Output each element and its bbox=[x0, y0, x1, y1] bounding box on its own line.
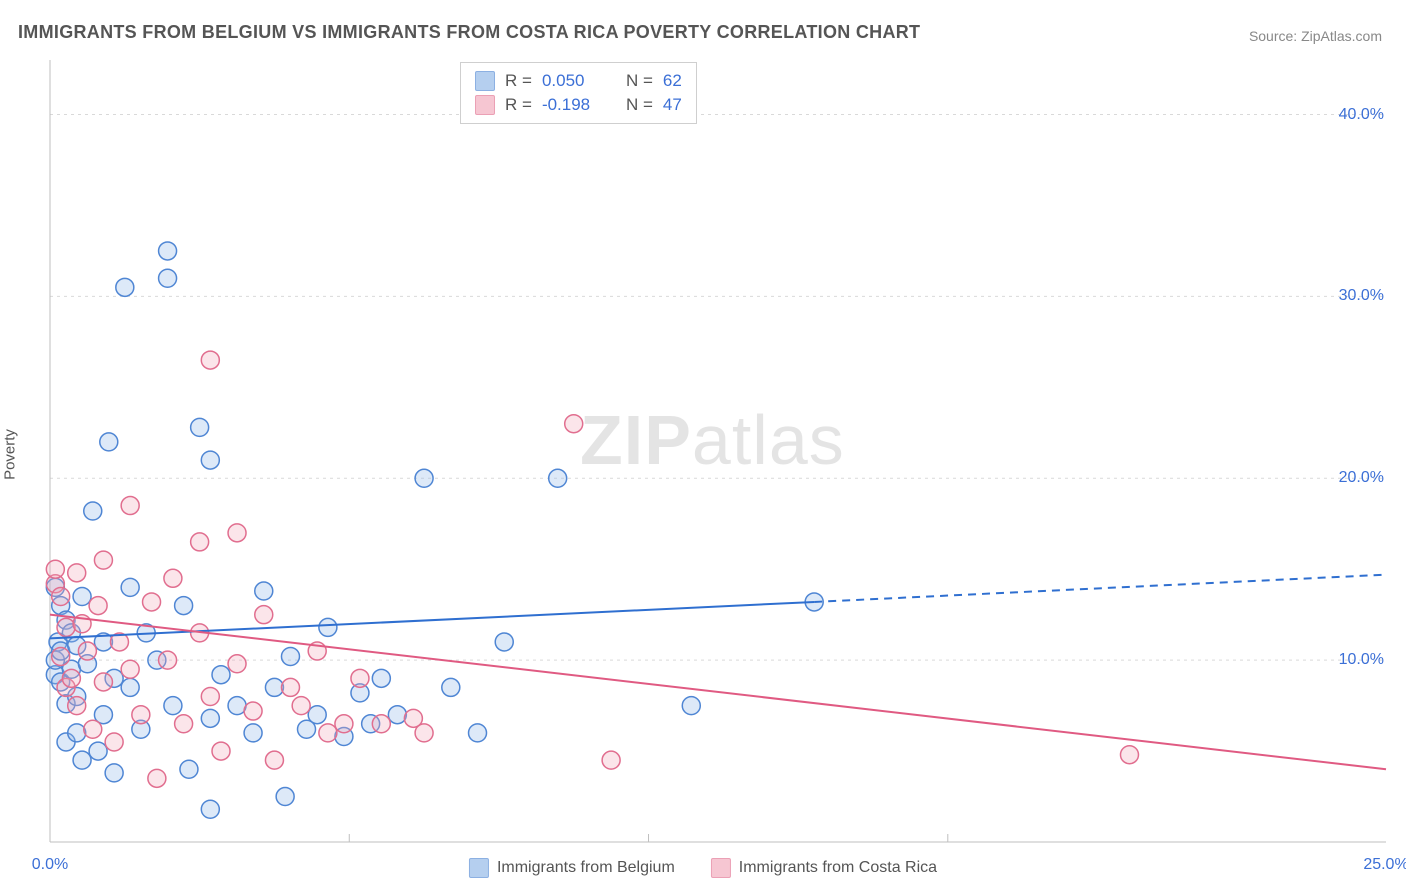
legend-swatch bbox=[475, 71, 495, 91]
scatter-chart bbox=[50, 60, 1386, 842]
legend-label: Immigrants from Belgium bbox=[497, 859, 675, 877]
y-axis-label: Poverty bbox=[2, 429, 19, 480]
legend-swatch bbox=[469, 858, 489, 878]
x-tick-label: 0.0% bbox=[32, 856, 68, 874]
y-tick-label: 10.0% bbox=[1339, 651, 1384, 669]
x-tick-label: 25.0% bbox=[1363, 856, 1406, 874]
legend-swatch bbox=[711, 858, 731, 878]
legend-swatch bbox=[475, 95, 495, 115]
legend-item: Immigrants from Belgium bbox=[469, 858, 675, 878]
legend-label: Immigrants from Costa Rica bbox=[739, 859, 937, 877]
correlation-legend: R = 0.050N = 62R = -0.198N = 47 bbox=[460, 62, 697, 124]
chart-title: IMMIGRANTS FROM BELGIUM VS IMMIGRANTS FR… bbox=[18, 22, 920, 43]
legend-item: Immigrants from Costa Rica bbox=[711, 858, 937, 878]
series-legend: Immigrants from Belgium Immigrants from C… bbox=[469, 858, 937, 878]
correlation-legend-row: R = -0.198N = 47 bbox=[475, 93, 682, 117]
y-tick-label: 30.0% bbox=[1339, 287, 1384, 305]
y-tick-label: 40.0% bbox=[1339, 106, 1384, 124]
source-attribution: Source: ZipAtlas.com bbox=[1249, 28, 1382, 44]
correlation-legend-row: R = 0.050N = 62 bbox=[475, 69, 682, 93]
y-tick-label: 20.0% bbox=[1339, 469, 1384, 487]
